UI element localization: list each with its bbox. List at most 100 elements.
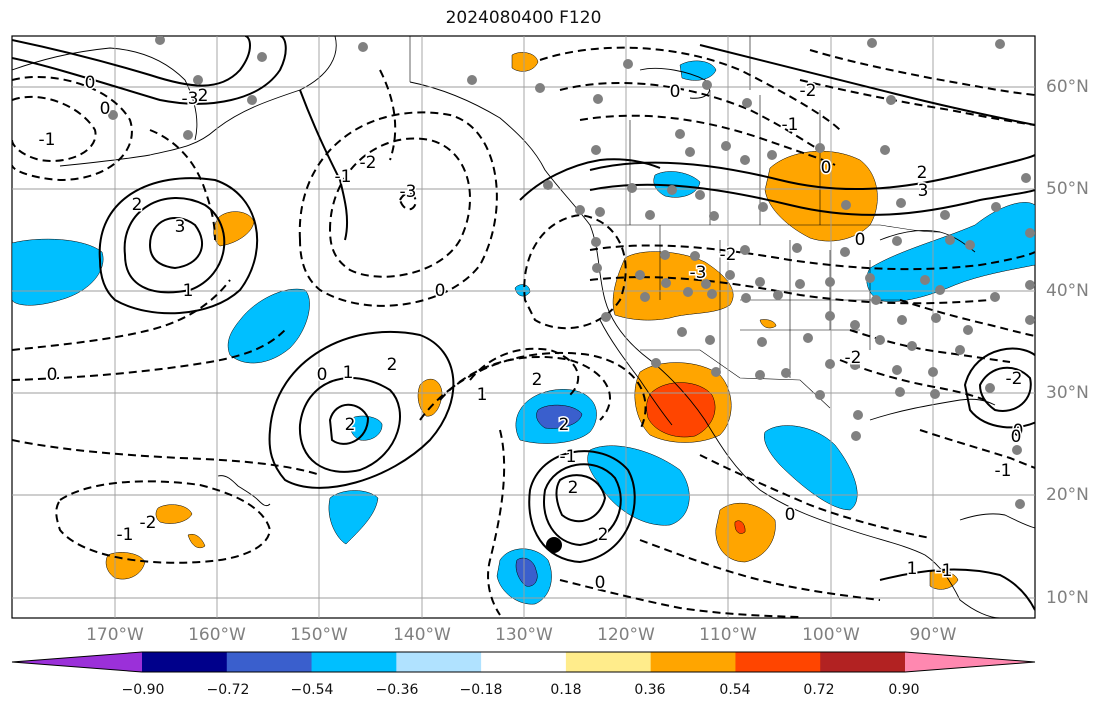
contour-negative: [12, 439, 321, 476]
shade-orange: [155, 504, 193, 524]
contour-label: -1: [995, 461, 1012, 481]
contour-label: 1: [907, 559, 918, 579]
colorbar-segment: [142, 652, 228, 672]
contour-label: 0: [821, 158, 832, 178]
contour-label: 0: [595, 573, 606, 593]
contour-label: 1: [477, 385, 488, 405]
contour-label: -1: [39, 130, 56, 150]
contour-label: 0: [85, 73, 96, 93]
lon-label: 170°W: [86, 625, 144, 645]
colorbar-tick-label: −0.54: [290, 682, 334, 698]
contour-label: 0: [1013, 421, 1024, 441]
shade-cyan: [12, 238, 104, 306]
shade-blue: [515, 557, 538, 587]
contour-positive: [268, 330, 455, 489]
colorbar-segment: [650, 652, 736, 672]
contour-negative: [12, 76, 133, 182]
contour-label: 3: [918, 181, 929, 201]
contour-negative: [589, 276, 991, 305]
shade-orange: [612, 251, 734, 321]
contour-negative: [799, 79, 1035, 126]
contour-positive: [12, 36, 251, 87]
shade-orange: [105, 552, 146, 580]
contour-negative: [55, 480, 272, 564]
shade-orange: [715, 503, 776, 563]
contour-negative: [487, 429, 506, 616]
contour-positive: [519, 158, 661, 201]
contour-negative: [579, 114, 836, 166]
us-canada-border: [590, 224, 941, 233]
contour-label: 2: [532, 370, 543, 390]
contour-positive: [528, 450, 636, 564]
lat-label: 50°N: [1046, 179, 1089, 199]
contour-label: -1: [936, 561, 953, 581]
contour-negative: [899, 299, 1035, 337]
shade-cyan: [328, 490, 379, 545]
contour-label: 0: [317, 365, 328, 385]
baja-coast: [599, 319, 673, 426]
map-frame: [11, 35, 1036, 619]
caribbean: [959, 513, 1035, 529]
contour-label: -3: [400, 182, 417, 202]
contour-negative: [12, 95, 97, 162]
aleutians: [59, 154, 151, 167]
colorbar-tick-label: 0.72: [803, 682, 835, 698]
contour-label: 3: [175, 217, 186, 237]
contour-negative: [919, 429, 1035, 469]
lat-label: 60°N: [1046, 77, 1089, 97]
contour-negative: [149, 129, 216, 241]
contour-label: 0: [785, 505, 796, 525]
contour-label: 2: [345, 415, 356, 435]
contour-label: -1: [117, 525, 134, 545]
contour-label: -2: [192, 86, 209, 106]
contour-positive: [328, 403, 370, 445]
lon-label: 150°W: [290, 625, 348, 645]
lon-label: 90°W: [909, 625, 957, 645]
colorbar-tick-label: 0.54: [719, 682, 751, 698]
alaska-coast: [149, 36, 337, 156]
contour-label: -2: [1006, 369, 1023, 389]
shade-orange: [759, 319, 777, 329]
shade-cyan: [679, 60, 717, 81]
us-mexico-border: [640, 349, 831, 409]
contour-negative: [298, 111, 498, 307]
state-lines: [659, 225, 900, 378]
contour-label: -3: [690, 263, 707, 283]
north-america-coast: [409, 81, 1001, 618]
colorbar-tick-label: −0.18: [459, 682, 503, 698]
colorbar-segment: [396, 652, 482, 672]
contour-negative: [328, 137, 471, 278]
contour-label: -3: [182, 89, 199, 109]
shade-red: [646, 382, 716, 438]
contour-positive: [555, 474, 607, 523]
shade-cyan: [764, 425, 858, 511]
contour-positive: [699, 44, 1035, 126]
contour-label: -1: [782, 115, 799, 135]
colorbar-segment: [565, 652, 652, 672]
colorbar-tick-label: 0.90: [888, 682, 920, 698]
lon-label: 160°W: [188, 625, 246, 645]
contour-positive: [299, 89, 349, 241]
hawaii: [217, 475, 271, 507]
contour-negative: [539, 46, 841, 131]
contour-label: 0: [435, 281, 446, 301]
shade-blue: [536, 404, 583, 429]
contour-negative: [419, 351, 647, 431]
contour-label: -1: [335, 167, 352, 187]
colorbar-tick-label: −0.36: [375, 682, 419, 698]
colorbar-tick-label: 0.36: [634, 682, 666, 698]
lat-label: 20°N: [1046, 485, 1089, 505]
shade-cyan: [514, 284, 531, 297]
colorbar-tick-label: −0.72: [206, 682, 250, 698]
shade-orange: [511, 52, 539, 72]
contour-negative: [559, 579, 801, 618]
contour-label: 2: [387, 355, 398, 375]
storm-center-marker: [546, 537, 562, 553]
colorbar-extend-high: [905, 652, 1035, 672]
colorbar-tick-label: 0.18: [550, 682, 582, 698]
contour-labels: 00-1-2-33210-1-22210-1-3-2012-120-1-20-2…: [37, 72, 1025, 595]
contour-positive: [123, 197, 226, 294]
contour-negative: [523, 213, 627, 330]
contour-negative: [12, 279, 231, 351]
